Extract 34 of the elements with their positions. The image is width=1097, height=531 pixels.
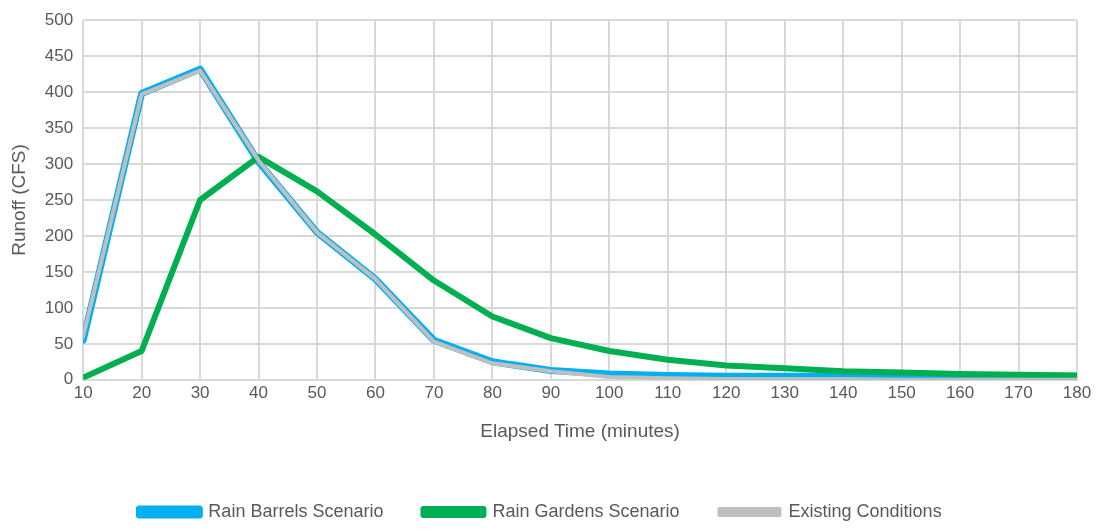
y-tick-label: 500 xyxy=(44,9,74,29)
x-tick-label: 180 xyxy=(1062,382,1092,402)
x-tick-label: 140 xyxy=(828,382,858,402)
x-tick-label: 60 xyxy=(366,382,385,402)
y-tick-label: 250 xyxy=(44,189,74,209)
x-tick-label: 50 xyxy=(307,382,327,402)
x-tick-label: 70 xyxy=(424,382,444,402)
x-tick-label: 20 xyxy=(132,382,152,402)
x-tick-label: 100 xyxy=(595,382,624,402)
x-tick-label: 110 xyxy=(654,382,682,402)
x-tick-label: 170 xyxy=(1004,382,1033,402)
y-tick-label: 400 xyxy=(44,81,74,101)
x-tick-label: 160 xyxy=(945,382,975,402)
x-tick-label: 90 xyxy=(541,382,561,402)
y-tick-label: 450 xyxy=(44,45,74,65)
legend-label: Rain Barrels Scenario xyxy=(208,500,384,521)
y-tick-label: 200 xyxy=(44,225,74,245)
y-tick-label: 100 xyxy=(44,297,74,317)
legend-label: Rain Gardens Scenario xyxy=(492,500,680,521)
y-tick-label: 0 xyxy=(63,369,74,389)
y-tick-label: 150 xyxy=(44,261,74,281)
x-tick-label: 150 xyxy=(887,382,916,402)
x-axis-title: Elapsed Time (minutes) xyxy=(480,419,680,441)
y-tick-label: 300 xyxy=(44,153,74,173)
x-tick-label: 30 xyxy=(190,382,210,402)
x-tick-label: 80 xyxy=(482,382,502,402)
y-tick-label: 350 xyxy=(44,117,74,137)
y-tick-label: 50 xyxy=(54,333,74,353)
x-tick-label: 10 xyxy=(73,382,93,402)
x-tick-label: 130 xyxy=(770,382,799,402)
x-tick-label: 40 xyxy=(249,382,269,402)
legend-label: Existing Conditions xyxy=(788,500,942,521)
y-axis-title: Runoff (CFS) xyxy=(7,144,29,256)
x-tick-label: 120 xyxy=(712,382,741,402)
